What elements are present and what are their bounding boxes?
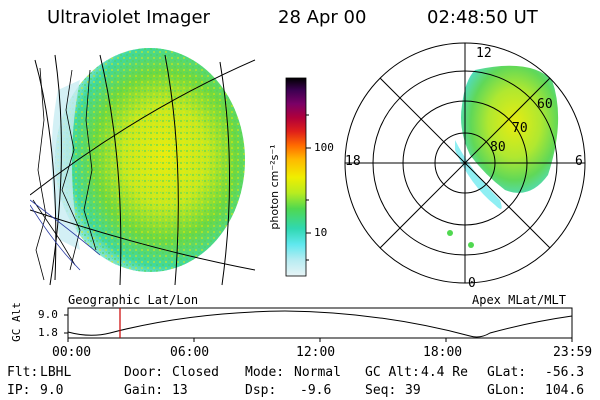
- color-bar-gradient: [285, 77, 307, 277]
- timeline-plot: [64, 307, 573, 342]
- flt-label: Flt:: [7, 365, 39, 380]
- mlat-label-60: 60: [537, 97, 553, 112]
- glat-label: GLat:: [487, 365, 527, 380]
- timeline-x-tick-1200: 12:00: [296, 345, 336, 360]
- seq-value: 39: [405, 383, 421, 398]
- gain-value: 13: [172, 383, 188, 398]
- geographic-image: [30, 48, 256, 286]
- glon-label: GLon:: [487, 383, 527, 398]
- flt-value: LBHL: [40, 365, 72, 380]
- timeline-x-tick-0600: 06:00: [170, 345, 210, 360]
- gain-label: Gain:: [124, 383, 164, 398]
- gcalt-label: GC Alt:: [365, 365, 420, 380]
- gcalt-value: 4.4 Re: [421, 365, 468, 380]
- timeline-x-tick-2359: 23:59: [553, 345, 593, 360]
- left-panel-label: Geographic Lat/Lon: [68, 293, 199, 307]
- geo-grid-lines: [30, 54, 256, 286]
- timeline-axis-label: GC Alt: [10, 302, 23, 342]
- ip-value: 9.0: [40, 383, 64, 398]
- mlt-label-0: 0: [468, 276, 476, 291]
- mlt-label-18: 18: [345, 154, 361, 169]
- door-value: Closed: [172, 365, 219, 380]
- ip-label: IP:: [7, 383, 31, 398]
- header-time: 02:48:50 UT: [427, 7, 538, 28]
- right-panel-label: Apex MLat/MLT: [472, 293, 566, 307]
- seq-label: Seq:: [365, 383, 397, 398]
- timeline-y-tick-low: 1.8: [38, 326, 58, 339]
- timeline-x-tick-1800: 18:00: [423, 345, 463, 360]
- instrument-title: Ultraviolet Imager: [47, 7, 210, 28]
- limb-haze: [51, 80, 80, 250]
- color-bar: [285, 77, 311, 277]
- glat-value: -56.3: [545, 365, 585, 380]
- dsp-label: Dsp:: [245, 383, 277, 398]
- header-date: 28 Apr 00: [278, 7, 367, 28]
- mlt-label-6: 6: [575, 154, 583, 169]
- spot-1: [447, 230, 453, 236]
- polar-plot: [344, 42, 586, 284]
- glon-value: 104.6: [545, 383, 585, 398]
- altitude-curve: [67, 310, 573, 338]
- disk-speckle: [55, 48, 245, 272]
- mode-value: Normal: [294, 365, 341, 380]
- oval-fringe: [455, 140, 502, 209]
- polar-grid: [344, 42, 586, 284]
- timeline-y-tick-high: 9.0: [38, 308, 58, 321]
- mlat-label-70: 70: [512, 121, 528, 136]
- colorbar-tick-10: 10: [314, 226, 328, 239]
- colorbar-unit-label: photon cm⁻²s⁻¹: [268, 144, 281, 230]
- mode-label: Mode:: [245, 365, 285, 380]
- dsp-value: -9.6: [300, 383, 332, 398]
- colorbar-tick-100: 100: [314, 141, 334, 154]
- coastlines: [32, 67, 97, 281]
- spot-2: [468, 242, 474, 248]
- mlat-label-80: 80: [490, 140, 506, 155]
- limb-lines: [30, 199, 101, 271]
- door-label: Door:: [124, 365, 164, 380]
- mlt-label-12: 12: [476, 46, 492, 61]
- timeline-x-tick-0000: 00:00: [52, 345, 92, 360]
- auroral-oval: [461, 65, 559, 193]
